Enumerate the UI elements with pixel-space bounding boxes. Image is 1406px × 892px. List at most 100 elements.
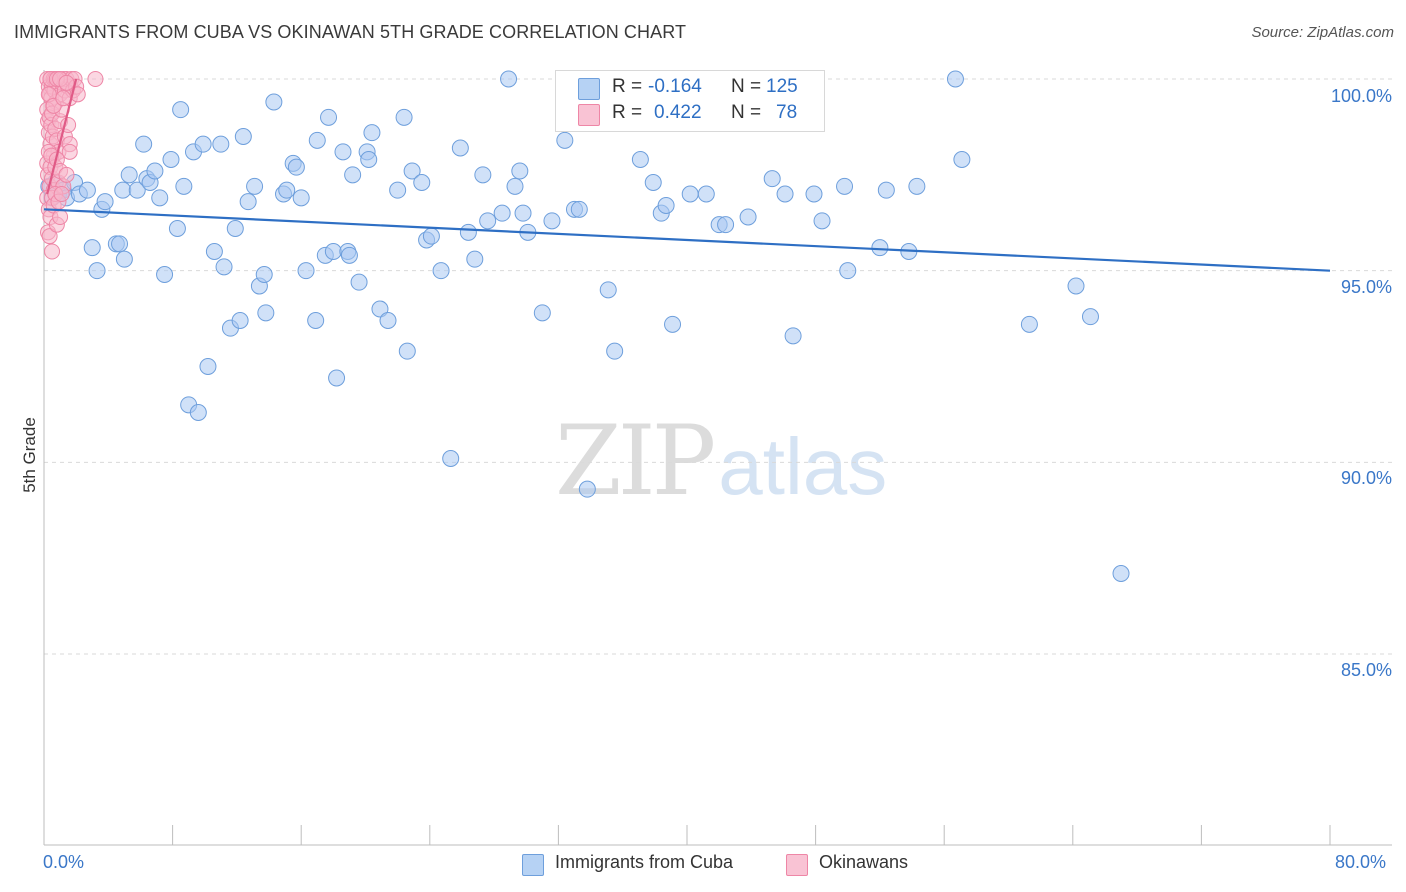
data-point-cuba [839,262,857,280]
data-point-cuba [1112,565,1130,582]
data-point-cuba [96,193,114,211]
data-point-cuba [805,185,823,203]
data-point-cuba [168,220,186,237]
data-point-okinawan [44,243,61,260]
data-point-cuba [172,101,190,119]
data-point-cuba [459,223,477,241]
data-point-cuba [175,177,193,195]
data-point-cuba [422,227,440,245]
data-point-cuba [344,166,362,184]
watermark-atlas: atlas [718,422,888,511]
n-key: N = [731,76,762,97]
data-point-cuba [234,128,252,145]
data-point-cuba [128,181,146,199]
data-point-cuba [115,250,133,268]
data-point-cuba [953,151,971,168]
data-point-cuba [739,208,757,226]
r-key: R = [612,76,643,97]
data-point-cuba [135,135,153,153]
data-point-cuba [511,162,529,180]
data-point-cuba [340,246,358,264]
data-point-cuba [257,304,275,322]
data-point-cuba [908,177,926,195]
data-point-okinawan [61,143,78,160]
data-point-cuba [231,312,249,329]
data-point-cuba [784,327,802,345]
data-point-cuba [599,281,617,299]
trend-line-cuba [43,208,1331,272]
data-point-cuba [189,404,207,421]
r-key: R = [612,102,643,123]
data-point-cuba [215,258,233,276]
trend-line-okinawan [46,78,78,195]
data-point-cuba [226,220,244,237]
data-point-cuba [644,174,662,191]
data-point-cuba [78,181,96,199]
data-point-cuba [151,189,169,207]
data-point-cuba [717,216,735,234]
data-point-cuba [466,250,484,268]
data-point-cuba [1081,308,1099,326]
data-point-cuba [946,70,964,88]
y-tick-label-90: 90.0% [1340,468,1392,488]
y-tick-label-85: 85.0% [1340,660,1392,680]
data-point-cuba [334,143,352,161]
data-point-cuba [363,124,381,142]
x-tick-label-min: 0.0% [43,852,85,872]
stats-legend: R = -0.164 N = 125 R = 0.422 N = 78 [555,70,825,132]
n-value: 78 [776,102,798,123]
data-point-cuba [474,166,492,184]
legend-swatch-okinawans [786,854,808,876]
data-point-okinawan [41,228,58,245]
x-tick-label-max: 80.0% [1335,852,1387,872]
swatch-cuba [578,78,600,100]
data-point-okinawan [87,71,104,87]
data-point-cuba [88,262,106,280]
data-point-cuba [246,177,264,195]
data-point-cuba [1020,315,1038,333]
data-point-cuba [114,181,132,199]
data-point-cuba [451,139,469,157]
data-point-cuba [389,181,407,199]
data-point-cuba [403,162,421,180]
data-point-cuba [371,300,389,318]
data-point-cuba [156,266,174,283]
data-point-cuba [681,185,699,203]
data-point-cuba [320,108,338,126]
y-tick-label-95: 95.0% [1340,277,1392,297]
data-point-cuba [479,212,497,230]
data-point-cuba [395,108,413,126]
data-point-cuba [194,135,212,153]
data-point-cuba [324,243,342,260]
data-point-cuba [606,342,624,360]
data-point-cuba [83,239,101,257]
legend-label-cuba: Immigrants from Cuba [555,852,734,872]
data-point-cuba [556,131,574,149]
watermark: ZIPatlas [555,405,887,517]
data-point-cuba [813,212,831,230]
y-tick-label-100: 100.0% [1330,86,1392,106]
data-point-cuba [432,262,450,280]
data-point-cuba [398,342,416,360]
watermark-zip: ZIP [555,405,716,517]
data-point-cuba [631,151,649,168]
legend-label-okinawans: Okinawans [819,852,909,872]
data-point-cuba [514,204,532,222]
data-point-cuba [212,135,230,153]
data-point-cuba [307,312,325,329]
data-point-cuba [543,212,561,230]
series-legend: Immigrants from Cuba Okinawans [0,850,1406,878]
data-point-okinawan [52,209,69,225]
data-point-cuba [697,185,715,203]
source-label: Source: ZipAtlas.com [1251,24,1394,41]
data-point-cuba [493,204,511,222]
data-point-cuba [763,170,781,188]
data-point-cuba [871,239,889,257]
data-point-cuba [877,181,895,199]
data-point-cuba [657,197,675,214]
data-point-cuba [199,358,217,375]
legend-swatch-cuba [522,854,544,876]
data-point-okinawan [55,90,72,107]
data-point-cuba [413,174,431,191]
